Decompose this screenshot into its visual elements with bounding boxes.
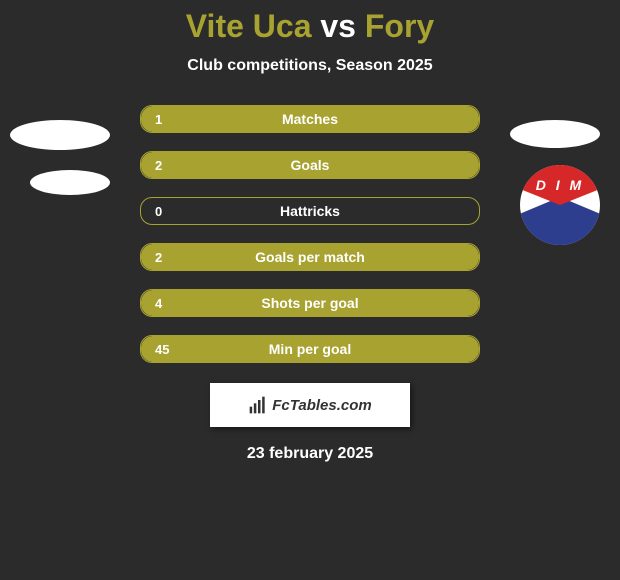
stat-row: 4 Shots per goal — [140, 289, 480, 317]
player1-name: Vite Uca — [186, 8, 312, 44]
stat-left-value: 2 — [155, 158, 162, 173]
date-label: 23 february 2025 — [247, 445, 373, 463]
stat-left-value: 1 — [155, 112, 162, 127]
logo-text: FcTables.com — [272, 397, 371, 414]
stat-left-value: 0 — [155, 204, 162, 219]
stat-row: 1 Matches — [140, 105, 480, 133]
stat-row: 45 Min per goal — [140, 335, 480, 363]
stat-label: Hattricks — [280, 203, 340, 219]
logo-box: FcTables.com — [210, 383, 410, 427]
stat-row: 2 Goals — [140, 151, 480, 179]
badge-shape — [510, 120, 600, 148]
player2-name: Fory — [365, 8, 434, 44]
stat-row: 0 Hattricks — [140, 197, 480, 225]
stat-left-value: 4 — [155, 296, 162, 311]
stat-label: Matches — [282, 111, 338, 127]
stat-label: Goals per match — [255, 249, 365, 265]
badge-shape — [30, 170, 110, 195]
vs-label: vs — [320, 8, 356, 44]
badge-crest: D I M — [520, 165, 600, 245]
stat-label: Goals — [291, 157, 330, 173]
stat-left-value: 45 — [155, 342, 169, 357]
chart-icon — [248, 395, 268, 415]
stat-row: 2 Goals per match — [140, 243, 480, 271]
stat-left-value: 2 — [155, 250, 162, 265]
title: Vite Uca vs Fory — [186, 8, 434, 45]
subtitle: Club competitions, Season 2025 — [187, 57, 432, 75]
team-badge-right: D I M — [500, 120, 600, 240]
team-badge-left — [20, 120, 100, 200]
badge-letters: D I M — [520, 177, 600, 193]
comparison-card: Vite Uca vs Fory Club competitions, Seas… — [0, 0, 620, 580]
badge-shape — [10, 120, 110, 150]
stat-label: Min per goal — [269, 341, 351, 357]
stat-label: Shots per goal — [261, 295, 358, 311]
